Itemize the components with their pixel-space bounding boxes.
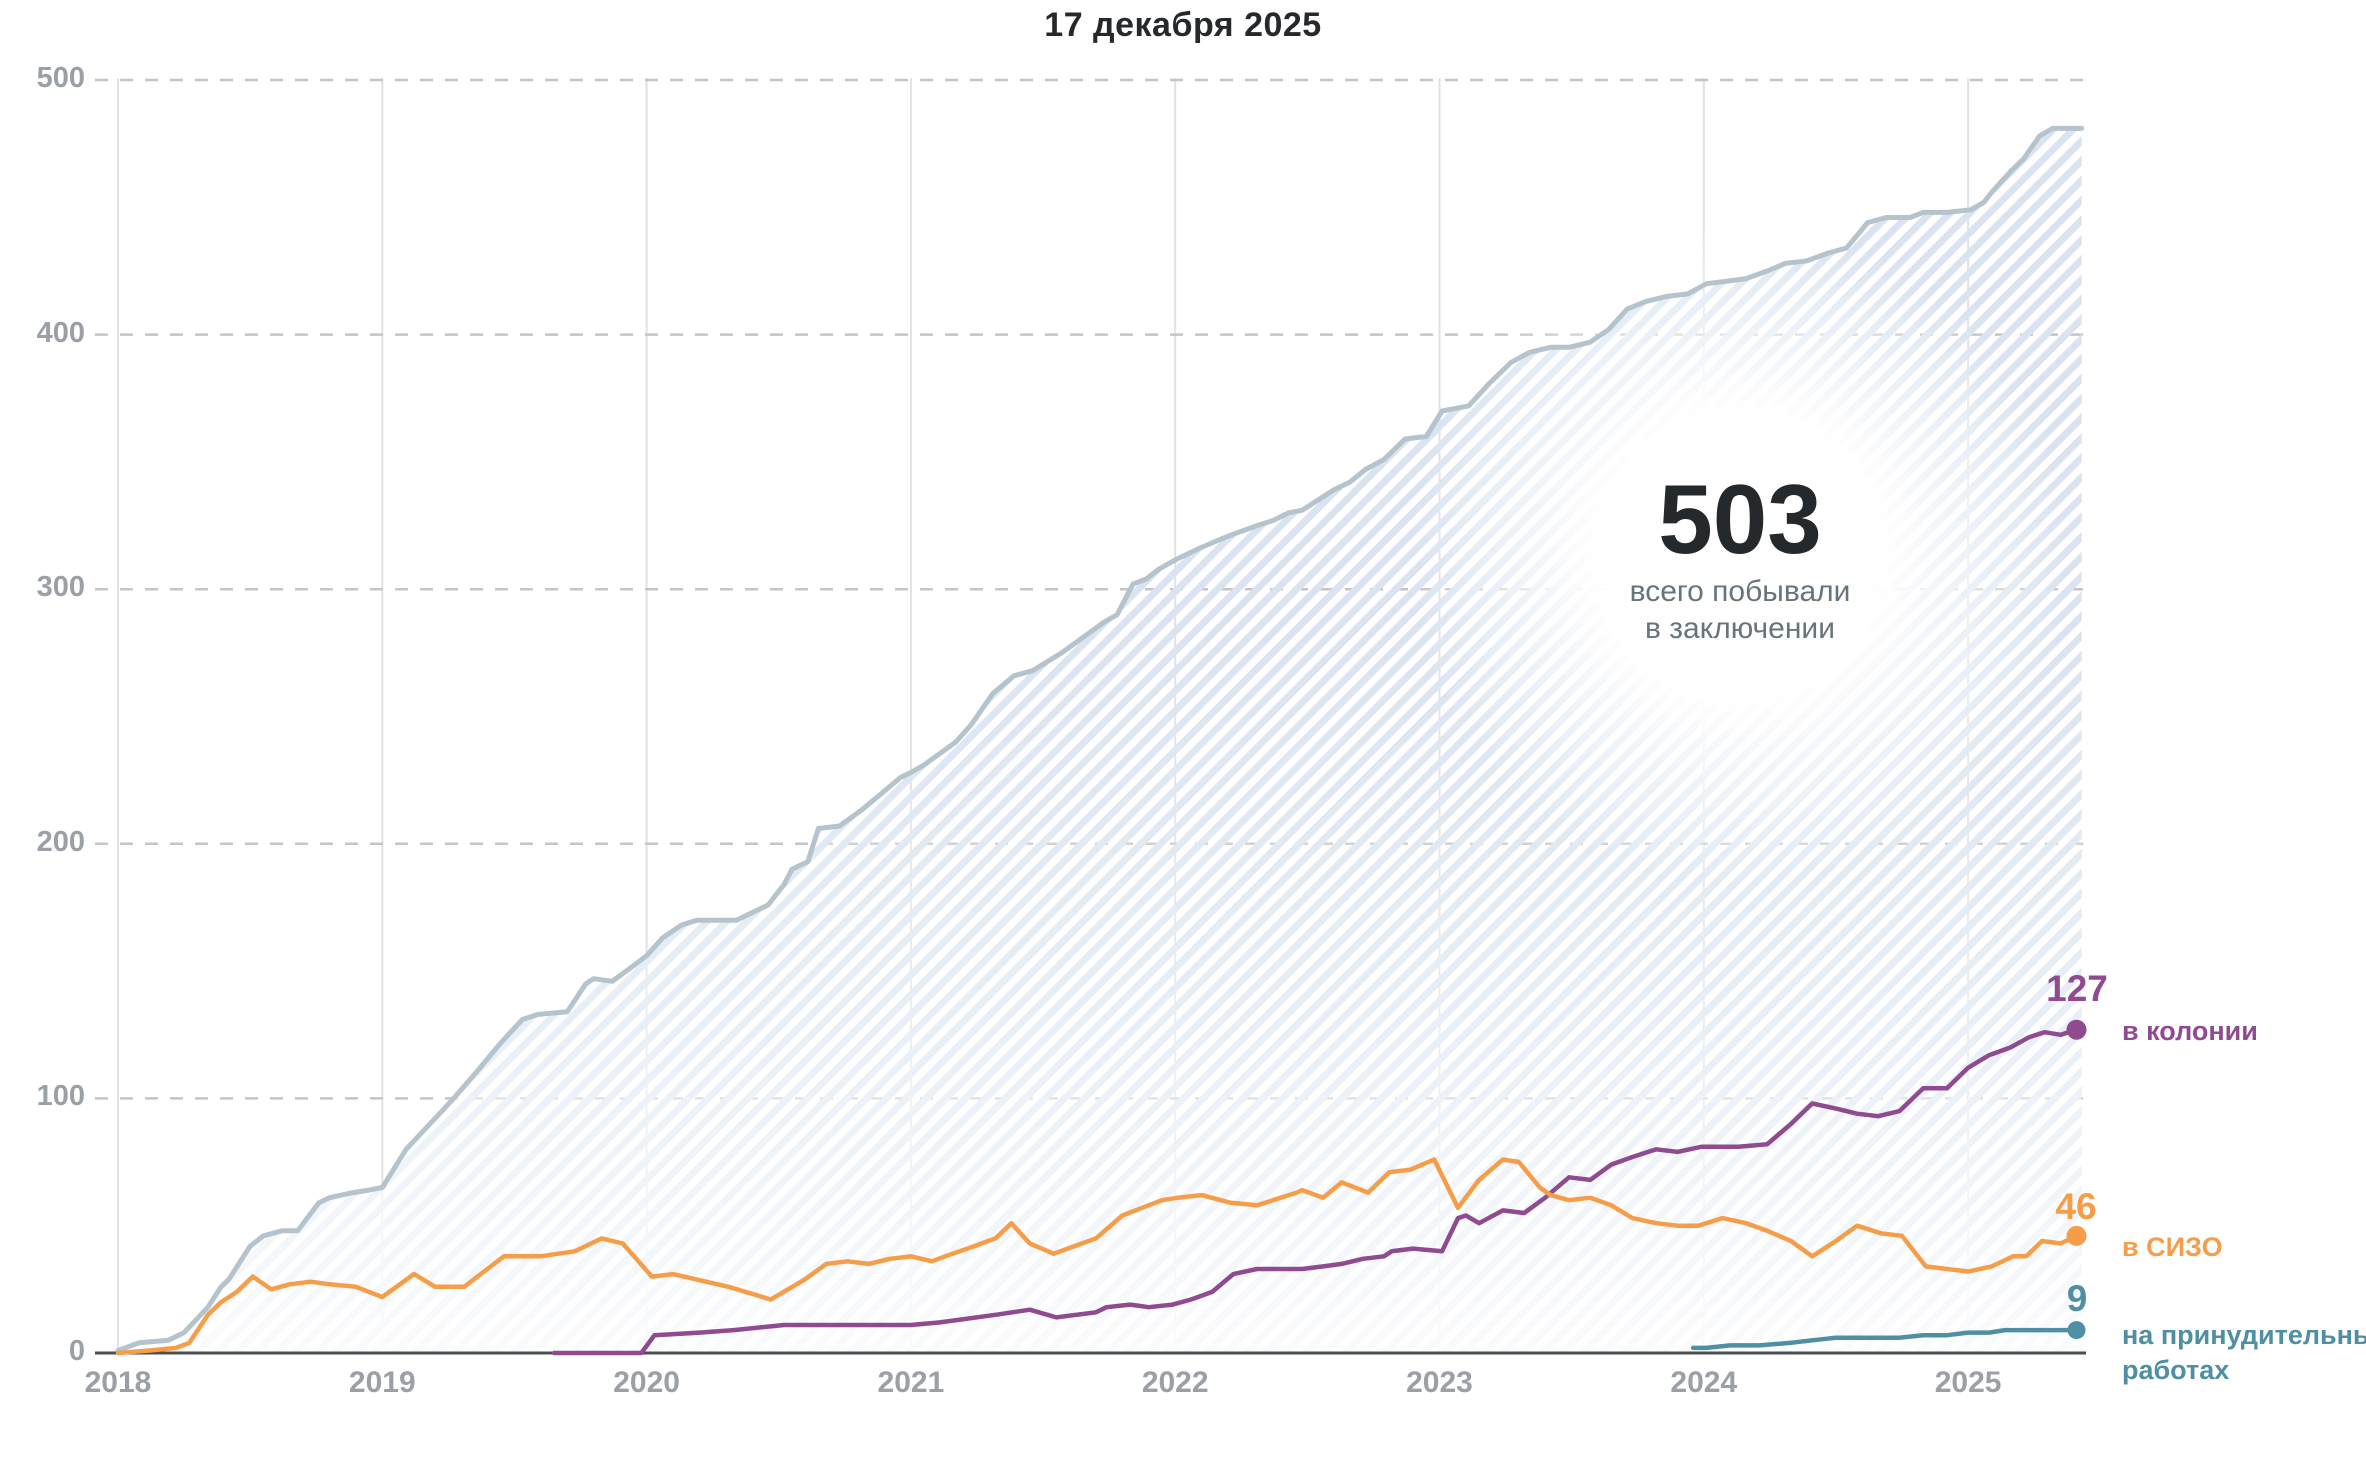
x-axis-tick-label: 2024 <box>1670 1366 1738 1399</box>
callout-glow <box>1410 225 2070 885</box>
colony-line <box>551 1027 2079 1356</box>
forced-labor-label-line2: работах <box>2122 1355 2230 1386</box>
x-axis-tick-label: 2019 <box>348 1366 416 1399</box>
x-axis-tick-label: 2023 <box>1406 1366 1473 1399</box>
sizo-series-label: в СИЗО <box>2122 1232 2223 1262</box>
colony-series-label: в колонии <box>2122 1016 2258 1046</box>
y-axis-tick-label: 100 <box>36 1080 85 1113</box>
forced-labor-line-end-dot <box>2067 1321 2086 1340</box>
sizo-line <box>115 1157 2079 1356</box>
forced-labor-series-label: на принудительных работах <box>2122 1318 2366 1388</box>
x-axis-tick-label: 2021 <box>877 1366 945 1399</box>
forced-labor-line <box>1690 1327 2079 1351</box>
colony-end-value: 127 <box>2046 968 2108 1009</box>
colony-line-end-dot <box>2066 1019 2087 1040</box>
x-axis-tick-label: 2018 <box>84 1366 152 1399</box>
total-line <box>115 125 2085 1353</box>
forced-labor-end-value: 9 <box>2066 1278 2088 1319</box>
x-axis-tick-label: 2020 <box>613 1366 680 1399</box>
total-count: 503 <box>1658 464 1822 574</box>
y-axis-tick-label: 0 <box>68 1335 85 1367</box>
forced-labor-label-line1: на принудительных <box>2122 1320 2366 1350</box>
total-callout: 503 всего побывали в заключении <box>1630 470 1851 647</box>
y-axis-tick-label: 300 <box>36 571 85 604</box>
y-axis-tick-label: 500 <box>36 62 85 94</box>
x-axis-tick-label: 2025 <box>1934 1366 2002 1399</box>
x-axis-tick-label: 2022 <box>1141 1366 1209 1399</box>
y-axis-tick-label: 400 <box>36 316 85 349</box>
chart-title: 17 декабря 2025 <box>1044 6 1322 44</box>
total-caption-line1: всего побывали <box>1629 575 1851 608</box>
y-axis-tick-label: 200 <box>36 825 85 858</box>
total-caption-line2: в заключении <box>1645 611 1835 645</box>
sizo-end-value: 46 <box>2055 1186 2097 1227</box>
sizo-line-end-dot <box>2066 1225 2087 1246</box>
